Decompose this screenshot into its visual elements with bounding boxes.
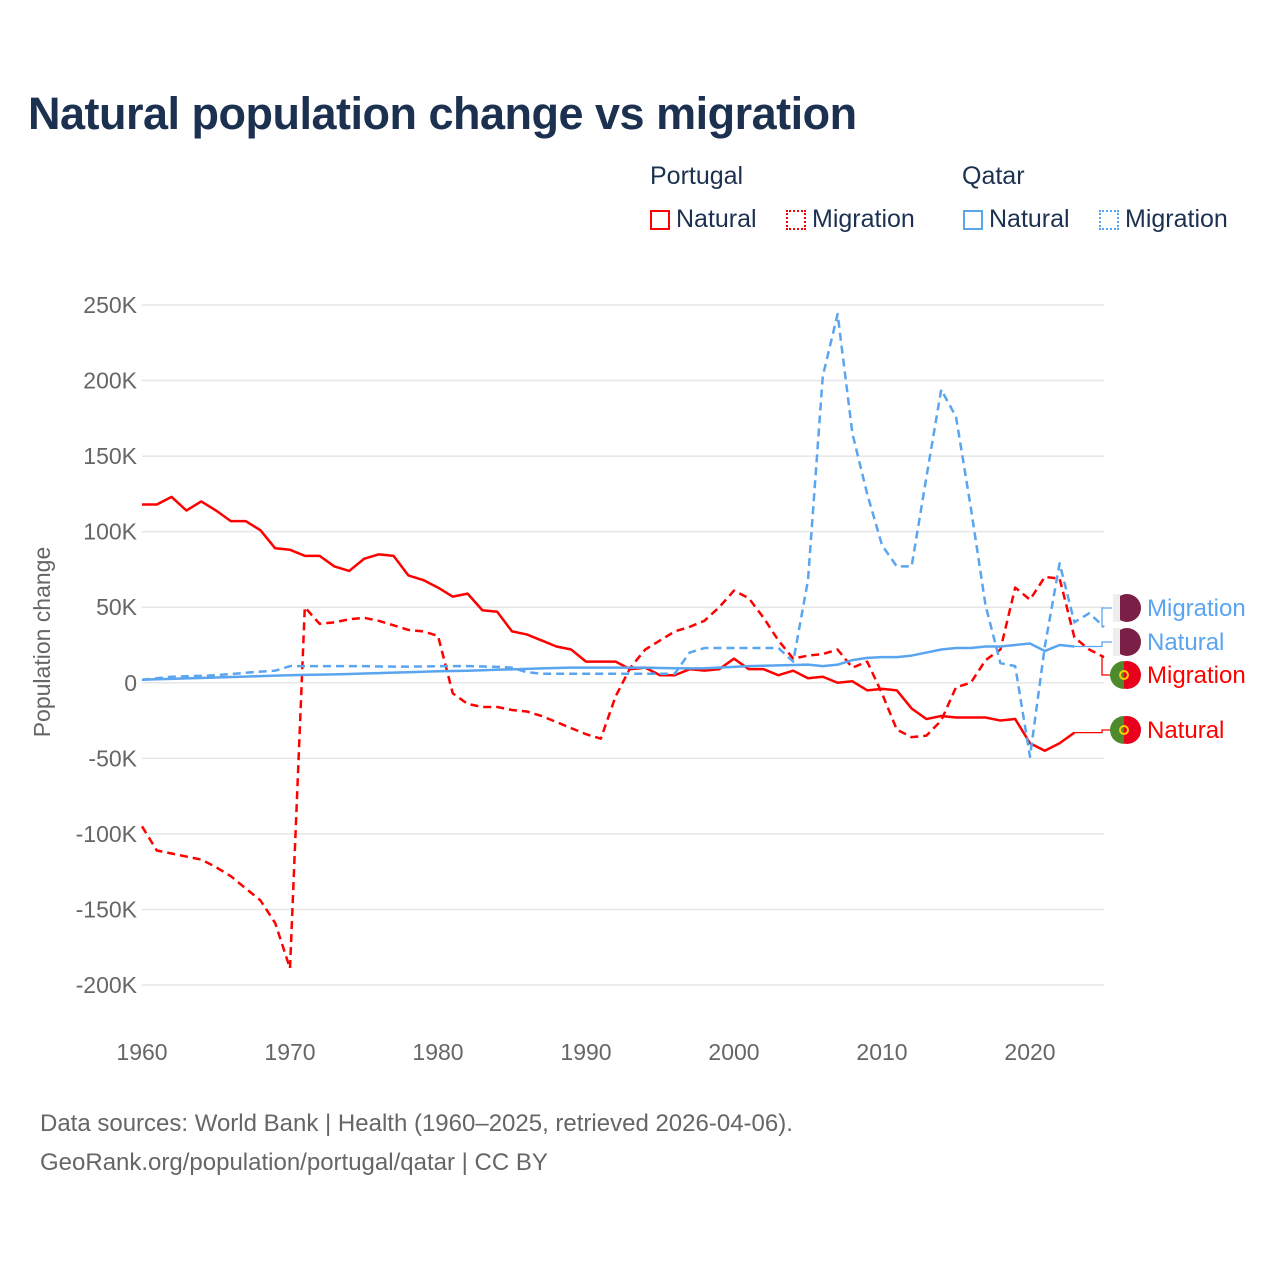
qatar-migration-line (141, 312, 1105, 759)
y-tick-label: 0 (124, 670, 137, 696)
legend-label: Migration (1125, 205, 1228, 233)
label-connector (1101, 607, 1112, 628)
qatar-natural-line (141, 642, 1075, 682)
y-tick-label: -200K (76, 972, 138, 998)
source-note: Data sources: World Bank | Health (1960–… (40, 1110, 793, 1137)
x-tick-label: 1990 (560, 1039, 611, 1065)
portugal-flag-green-band (1110, 716, 1124, 744)
label-connector (1101, 656, 1112, 676)
qatar-flag-white-band (1113, 628, 1120, 656)
legend-swatch-dotted (1099, 209, 1119, 230)
portugal-migration-line (140, 575, 1105, 970)
end-label-qatar-natural: Natural (1147, 629, 1224, 656)
x-tick-label: 2020 (1004, 1039, 1055, 1065)
y-tick-label: 250K (83, 292, 137, 318)
y-tick-label: 100K (83, 519, 137, 545)
y-axis: 250K 200K 150K 100K 50K 0 -50K -100K -150K -200K (76, 292, 138, 998)
portugal-flag-emblem (1119, 725, 1129, 735)
y-tick-label: 50K (96, 594, 138, 620)
series-lines (140, 312, 1105, 970)
legend-portugal-migration[interactable]: Migration (786, 205, 915, 234)
x-tick-label: 2000 (708, 1039, 759, 1065)
x-tick-label: 1960 (116, 1039, 167, 1065)
legend-qatar-natural[interactable]: Natural (963, 205, 1070, 234)
label-connector (1074, 729, 1112, 734)
portugal-flag-emblem (1119, 670, 1129, 680)
end-label-qatar-migration: Migration (1147, 595, 1246, 622)
x-tick-label: 1980 (412, 1039, 463, 1065)
x-tick-label: 2010 (856, 1039, 907, 1065)
y-tick-label: -50K (88, 745, 137, 771)
x-axis: 1960 1970 1980 1990 2000 2010 2020 (116, 1039, 1055, 1065)
end-label-portugal-natural: Natural (1147, 717, 1224, 744)
legend-label: Natural (989, 205, 1070, 233)
y-tick-label: 200K (83, 368, 137, 394)
legend-swatch-solid (650, 209, 670, 230)
source-url[interactable]: GeoRank.org/population/portugal/qatar | … (40, 1149, 548, 1176)
legend-swatch-dotted (786, 209, 806, 230)
legend-label: Natural (676, 205, 757, 233)
x-tick-label: 1970 (264, 1039, 315, 1065)
y-tick-label: 150K (83, 443, 137, 469)
end-labels: Natural Migration Natural Migration (1074, 594, 1246, 744)
grid-lines (142, 304, 1104, 986)
portugal-flag-green-band (1110, 661, 1124, 689)
end-label-portugal-migration: Migration (1147, 662, 1246, 689)
y-axis-label: Population change (29, 547, 55, 738)
y-tick-label: -100K (76, 821, 138, 847)
label-connector (1074, 641, 1112, 648)
legend-portugal-natural[interactable]: Natural (650, 205, 757, 234)
portugal-natural-line (142, 495, 1076, 753)
legend-group-qatar: Qatar (962, 162, 1025, 190)
legend-swatch-solid (963, 209, 983, 230)
qatar-flag-white-band (1113, 594, 1120, 622)
chart-title: Natural population change vs migration (28, 88, 857, 139)
legend-qatar-migration[interactable]: Migration (1099, 205, 1228, 234)
legend-group-portugal: Portugal (650, 162, 744, 190)
legend-label: Migration (812, 205, 915, 233)
y-tick-label: -150K (76, 896, 138, 922)
